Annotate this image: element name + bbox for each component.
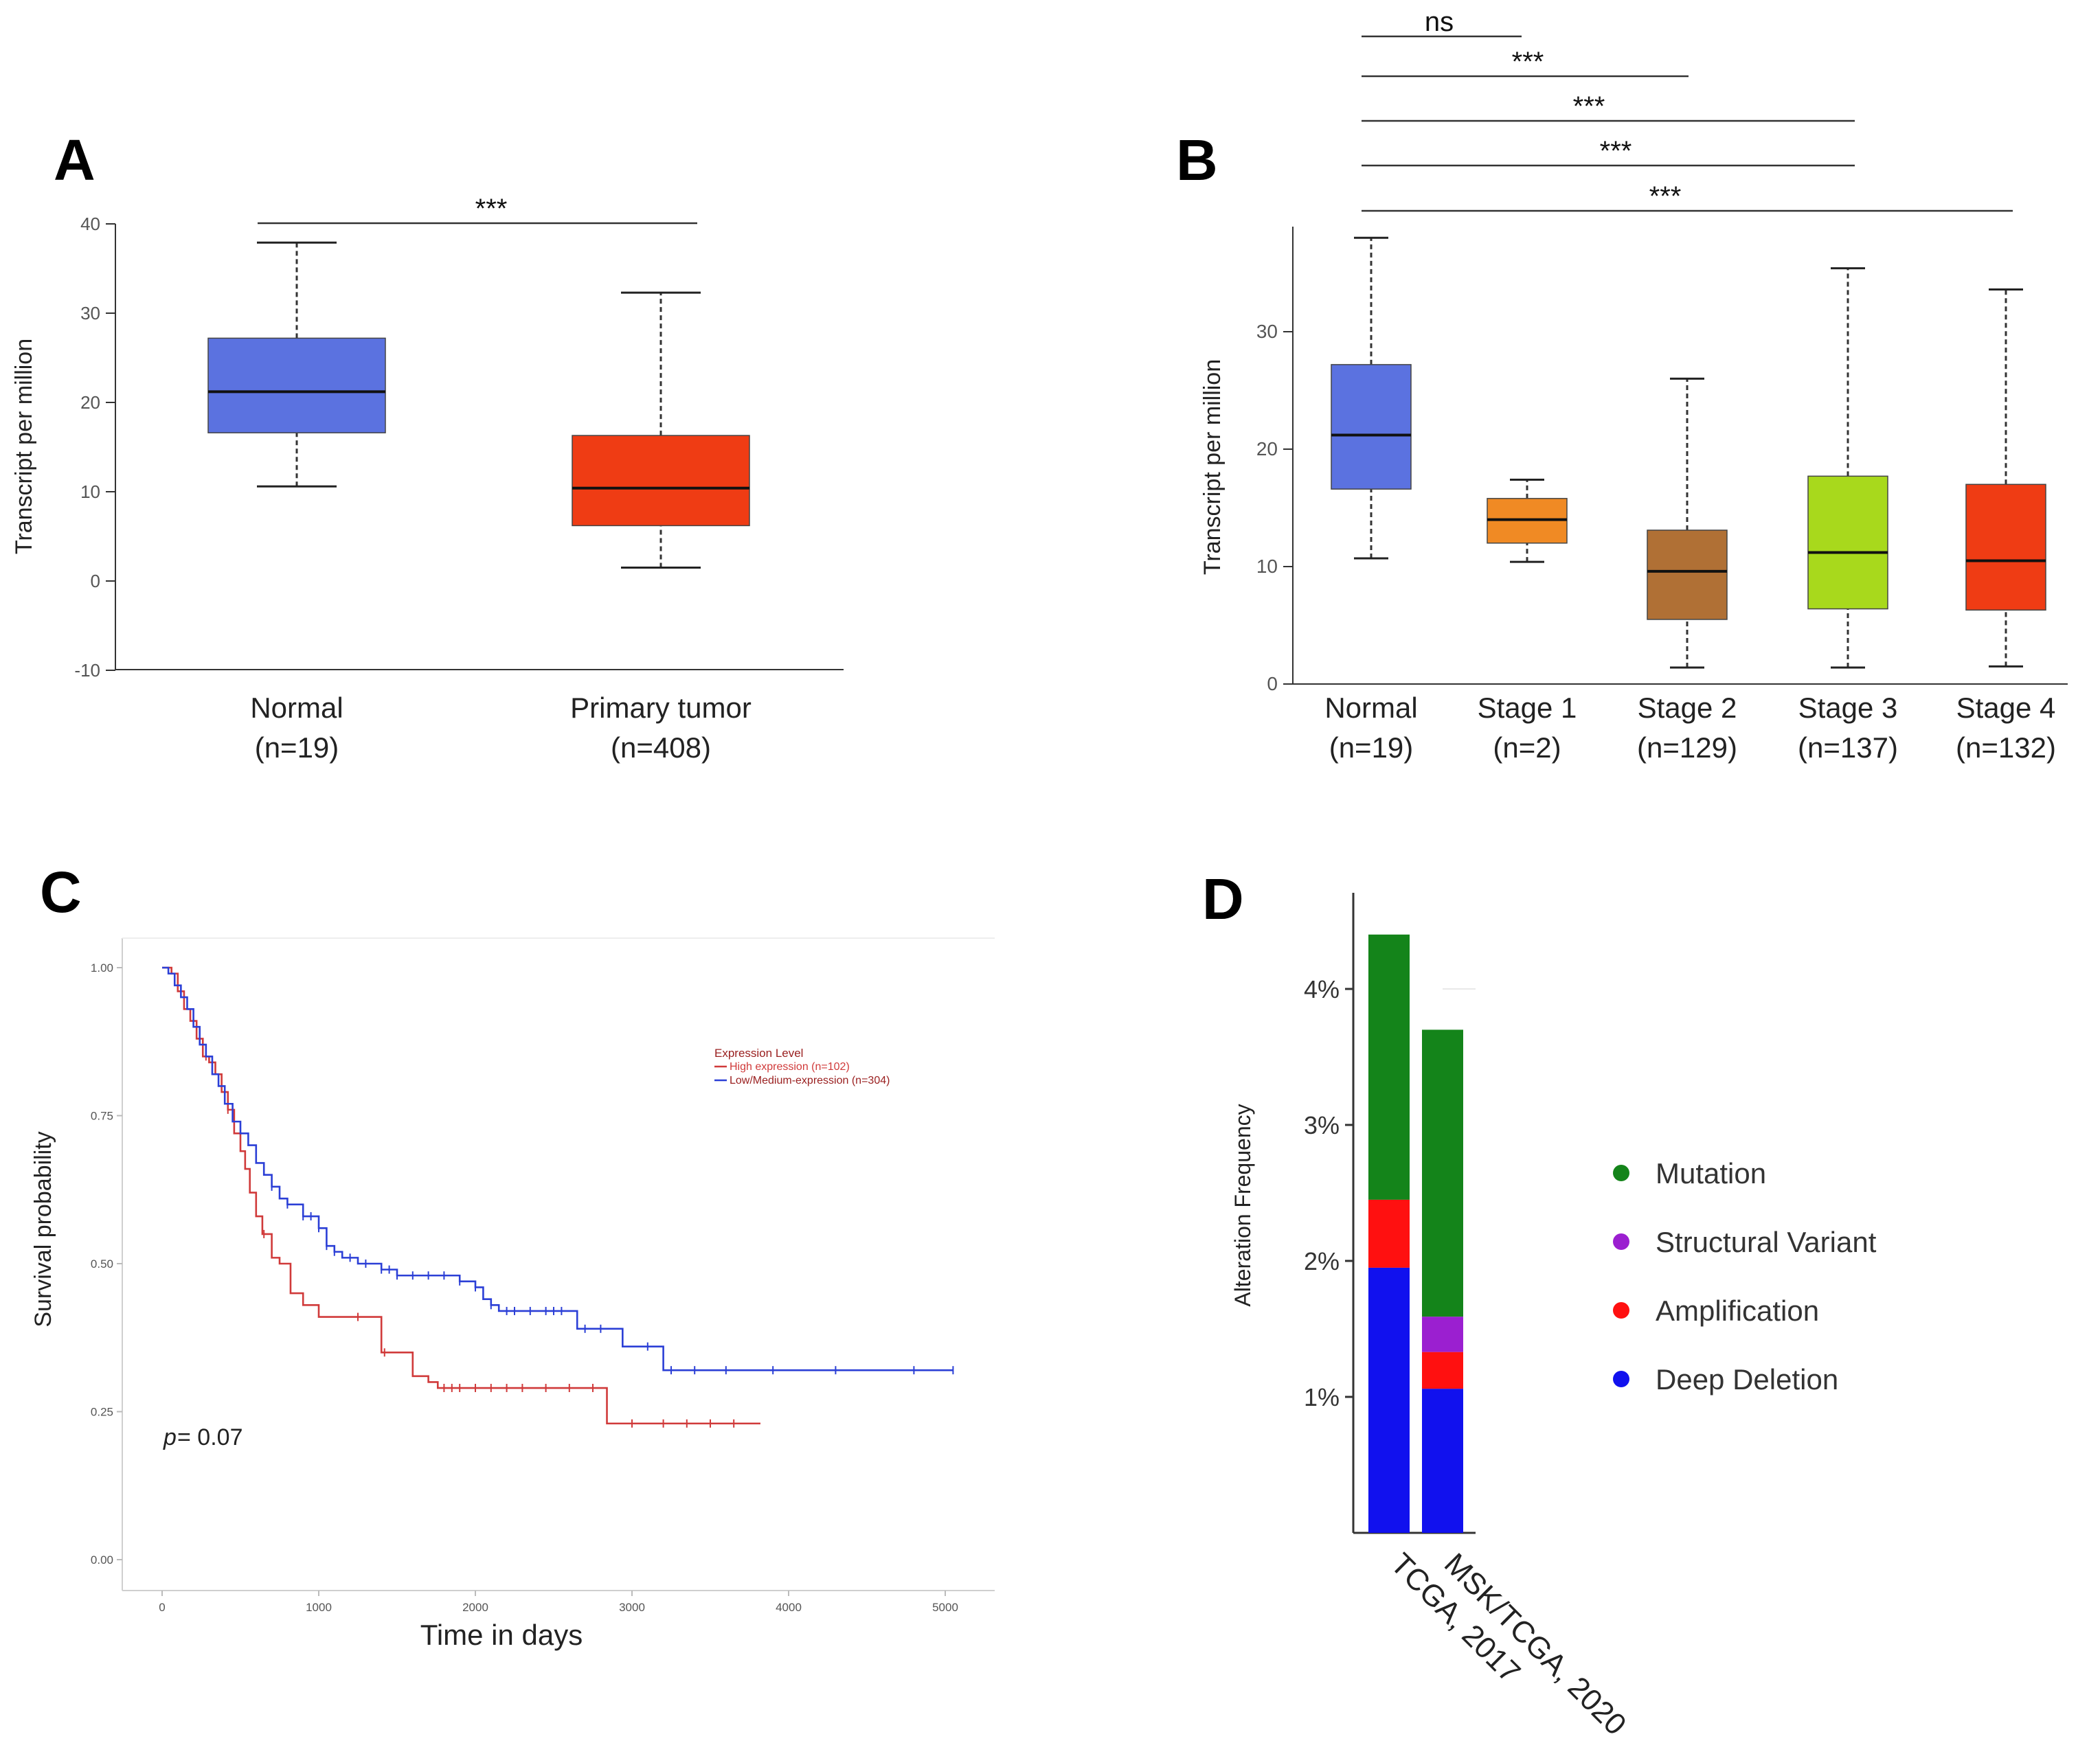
y-axis-label: Transcript per million <box>11 339 37 554</box>
y-tick-label: 10 <box>80 481 100 502</box>
bar-segment-amplification <box>1368 1199 1410 1268</box>
y-tick-label: 0.50 <box>91 1257 113 1271</box>
survival-curve-low-medium <box>162 966 953 1371</box>
y-tick-label: 0.75 <box>91 1110 113 1123</box>
legend-swatch-structural-variant <box>1613 1233 1629 1250</box>
y-tick-label: -10 <box>74 660 100 681</box>
x-tick-label: 0 <box>159 1601 165 1614</box>
y-tick-label: 40 <box>80 214 100 234</box>
legend-label: Deep Deletion <box>1656 1363 1838 1396</box>
y-tick-label: 20 <box>80 392 100 413</box>
panel-c-survival-plot: 0.00 0.25 0.50 0.75 1.00 0 1000 2000 3000 4000 500… <box>30 937 995 1651</box>
panel-b-boxplot: 0 10 20 30 Transcript per million Normal (n=19… <box>1199 7 2068 764</box>
y-tick-label: 0 <box>91 571 100 591</box>
panel-label-c: C <box>40 860 82 924</box>
legend-title: Expression Level <box>714 1047 803 1060</box>
y-tick-label: 30 <box>80 303 100 323</box>
significance-label: *** <box>1512 47 1544 77</box>
significance-label: *** <box>1649 181 1682 212</box>
x-axis-label: Time in days <box>420 1619 583 1651</box>
legend-label: Structural Variant <box>1656 1226 1877 1258</box>
panel-label-d: D <box>1202 867 1244 931</box>
y-tick-label: 3% <box>1304 1111 1340 1139</box>
y-tick-label: 0 <box>1267 673 1278 694</box>
sample-size-label: (n=19) <box>1329 731 1414 764</box>
y-axis-label: Transcript per million <box>1199 359 1226 575</box>
bar-segment-amplification <box>1422 1352 1463 1389</box>
survival-curve-high <box>162 966 760 1425</box>
significance-label: *** <box>475 194 508 224</box>
bar-segment-mutation <box>1422 1029 1463 1317</box>
box-4 <box>1965 483 2046 611</box>
legend-swatch-mutation <box>1613 1165 1629 1181</box>
legend-entry: Low/Medium-expression (n=304) <box>730 1075 890 1086</box>
y-tick-label: 0.00 <box>91 1553 113 1567</box>
significance-label: ns <box>1425 7 1454 37</box>
box-1 <box>572 435 750 527</box>
y-tick-label: 20 <box>1256 438 1278 459</box>
box-3 <box>1807 475 1888 610</box>
legend-label: Mutation <box>1656 1157 1766 1189</box>
panel-label-a: A <box>54 128 95 192</box>
panel-a-boxplot: -10 0 10 20 30 40 Transcript per million Normal… <box>11 194 844 764</box>
box-0 <box>207 337 386 433</box>
x-tick-label: 2000 <box>462 1601 488 1614</box>
legend-swatch-amplification <box>1613 1302 1629 1319</box>
bar-segment-mutation <box>1368 934 1410 1200</box>
x-tick-label: 3000 <box>619 1601 645 1614</box>
sample-size-label: (n=408) <box>611 731 711 764</box>
category-label: Stage 2 <box>1638 692 1737 724</box>
category-label: Stage 3 <box>1798 692 1898 724</box>
significance-label: *** <box>1573 91 1605 122</box>
x-tick-label: 1000 <box>306 1601 332 1614</box>
p-value-symbol: p <box>163 1424 177 1450</box>
y-tick-label: 4% <box>1304 975 1340 1003</box>
legend-swatch-deep-deletion <box>1613 1371 1629 1387</box>
y-tick-label: 1% <box>1304 1383 1340 1411</box>
box-0 <box>1331 364 1412 490</box>
legend-label: Amplification <box>1656 1295 1819 1327</box>
y-tick-label: 0.25 <box>91 1406 113 1419</box>
y-tick-label: 10 <box>1256 556 1278 577</box>
bar-segment-deep-deletion <box>1422 1389 1463 1533</box>
legend-entry: High expression (n=102) <box>730 1061 850 1073</box>
x-tick-label: 5000 <box>932 1601 958 1614</box>
sample-size-label: (n=2) <box>1493 731 1561 764</box>
y-axis-label: Survival probability <box>30 1131 56 1327</box>
x-tick-label: 4000 <box>776 1601 802 1614</box>
significance-label: *** <box>1600 136 1632 166</box>
y-tick-label: 30 <box>1256 321 1278 342</box>
sample-size-label: (n=137) <box>1798 731 1898 764</box>
sample-size-label: (n=129) <box>1637 731 1737 764</box>
box-2 <box>1647 529 1728 620</box>
category-label: Stage 1 <box>1478 692 1577 724</box>
y-axis-label: Alteration Frequency <box>1230 1104 1255 1306</box>
bar-segment-deep-deletion <box>1368 1267 1410 1533</box>
sample-size-label: (n=132) <box>1956 731 2056 764</box>
y-tick-label: 1.00 <box>91 961 113 975</box>
panel-label-b: B <box>1176 128 1218 192</box>
sample-size-label: (n=19) <box>255 731 339 764</box>
p-value-text: = 0.07 <box>177 1424 242 1450</box>
category-label: Stage 4 <box>1956 692 2056 724</box>
category-label: Normal <box>250 692 343 724</box>
category-label: Primary tumor <box>570 692 752 724</box>
category-label: Normal <box>1324 692 1417 724</box>
bar-segment-structural-variant <box>1422 1317 1463 1352</box>
y-tick-label: 2% <box>1304 1247 1340 1275</box>
